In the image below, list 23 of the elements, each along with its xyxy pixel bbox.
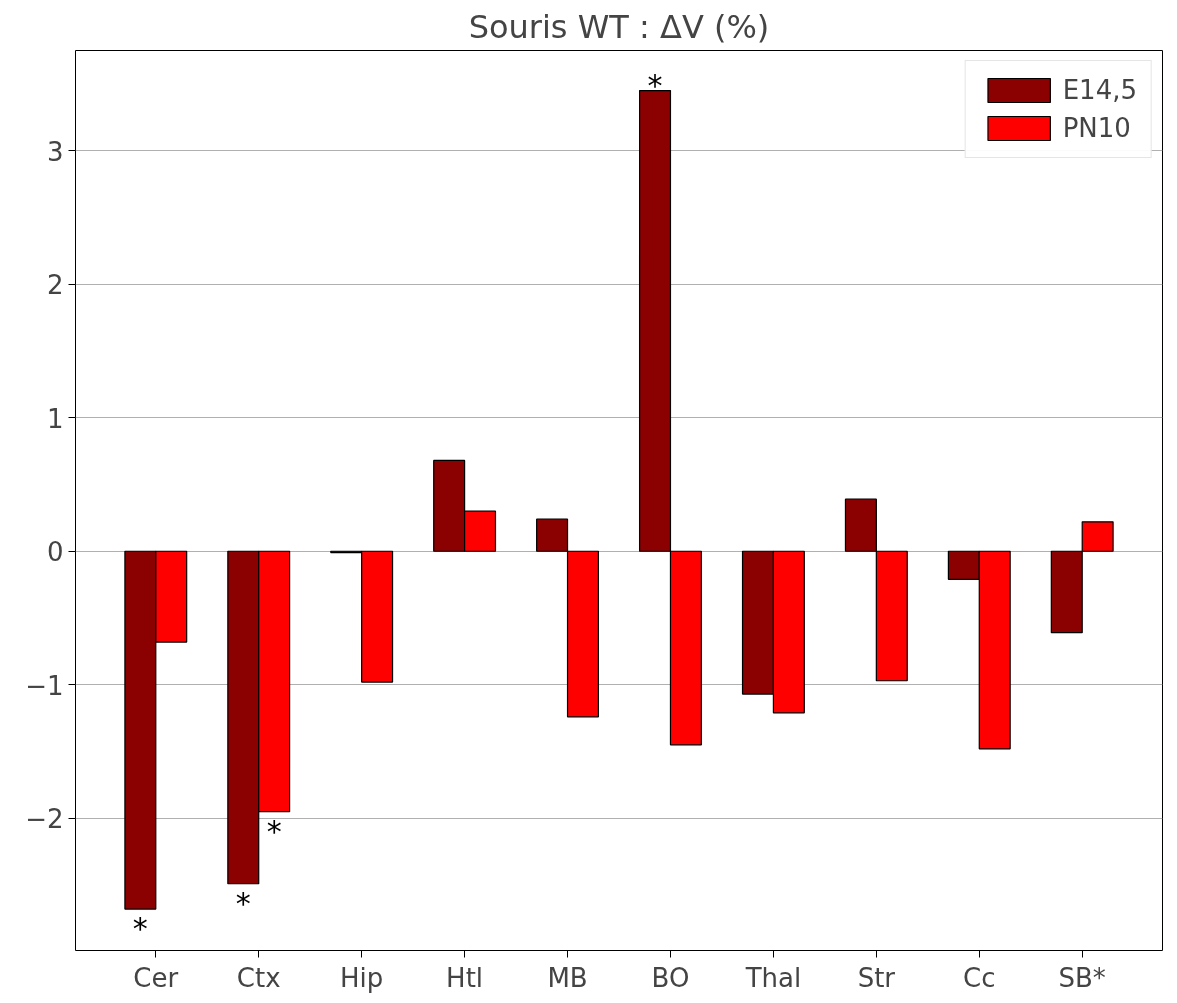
x-tick-label: Thal [744,962,802,993]
legend-label: E14,5 [1062,75,1137,105]
x-tick-label: Cc [963,962,996,993]
y-tick-label: 1 [46,403,64,434]
chart-title: Souris WT : ΔV (%) [468,7,770,46]
x-tick-label: Cer [133,962,179,993]
legend-label: PN10 [1062,113,1131,143]
x-tick-label: BO [651,962,690,993]
y-tick-label: 0 [46,537,64,568]
x-tick-label: Ctx [236,962,281,993]
y-tick-label: −1 [25,670,64,701]
annotation: * [266,813,282,849]
y-tick-label: 3 [46,136,64,167]
y-tick-label: 2 [46,270,64,301]
x-tick-label: SB* [1058,962,1106,993]
x-tick-label: Str [857,962,896,993]
y-tick-label: −2 [25,804,64,835]
annotation: * [132,911,148,947]
x-tick-label: Htl [446,962,484,993]
x-tick-label: MB [547,962,588,993]
annotation: * [647,67,663,103]
x-tick-label: Hip [340,962,384,993]
annotation: * [235,885,251,921]
